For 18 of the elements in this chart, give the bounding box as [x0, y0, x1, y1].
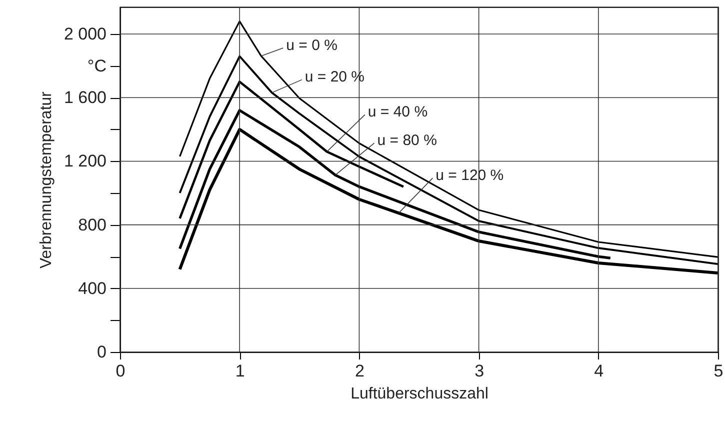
y-tick-label: 0	[97, 342, 106, 362]
x-tick-label: 4	[594, 362, 604, 380]
y-axis-title: Verbrennungstemperatur	[38, 90, 55, 268]
y-tick-label: 800	[78, 215, 106, 234]
x-tick-label: 3	[474, 362, 484, 380]
annotation: u = 0 %	[286, 36, 338, 54]
y-tick-label: 1 200	[64, 152, 106, 171]
x-tick-label: 1	[235, 362, 245, 380]
x-tick-label: 5	[714, 362, 724, 380]
y-tick-label: 2 000	[64, 24, 106, 44]
y-tick-label: 1 600	[64, 88, 106, 108]
y-tick-label: 400	[78, 278, 106, 298]
annotation: u = 40 %	[368, 104, 428, 121]
annotation: u = 80 %	[377, 132, 437, 150]
x-axis-title: Luftüberschusszahl	[350, 386, 488, 402]
x-tick-label: 0	[116, 362, 126, 380]
y-tick-label: °C	[87, 56, 106, 76]
x-tick-label: 2	[354, 362, 364, 380]
